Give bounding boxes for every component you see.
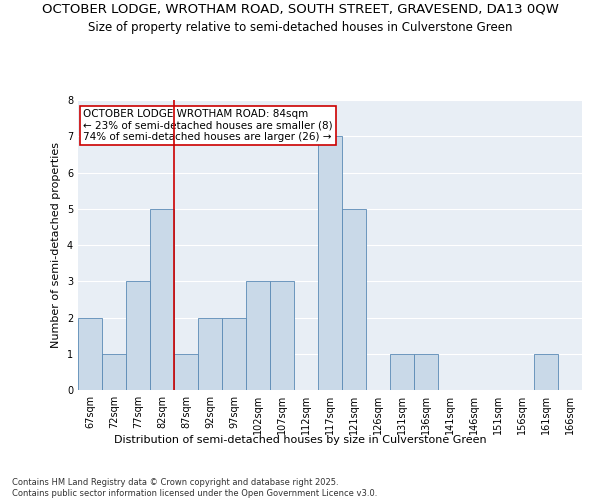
Text: Size of property relative to semi-detached houses in Culverstone Green: Size of property relative to semi-detach… xyxy=(88,21,512,34)
Bar xyxy=(150,209,174,390)
Bar xyxy=(78,318,102,390)
Bar xyxy=(102,354,126,390)
Text: OCTOBER LODGE WROTHAM ROAD: 84sqm
← 23% of semi-detached houses are smaller (8)
: OCTOBER LODGE WROTHAM ROAD: 84sqm ← 23% … xyxy=(83,108,332,142)
Text: OCTOBER LODGE, WROTHAM ROAD, SOUTH STREET, GRAVESEND, DA13 0QW: OCTOBER LODGE, WROTHAM ROAD, SOUTH STREE… xyxy=(41,2,559,16)
Bar xyxy=(414,354,438,390)
Bar xyxy=(174,354,198,390)
Bar xyxy=(126,281,150,390)
Text: Contains HM Land Registry data © Crown copyright and database right 2025.
Contai: Contains HM Land Registry data © Crown c… xyxy=(12,478,377,498)
Y-axis label: Number of semi-detached properties: Number of semi-detached properties xyxy=(52,142,61,348)
Bar xyxy=(318,136,342,390)
Bar xyxy=(222,318,246,390)
Bar xyxy=(246,281,270,390)
Text: Distribution of semi-detached houses by size in Culverstone Green: Distribution of semi-detached houses by … xyxy=(113,435,487,445)
Bar xyxy=(198,318,222,390)
Bar xyxy=(270,281,294,390)
Bar xyxy=(534,354,558,390)
Bar xyxy=(342,209,366,390)
Bar xyxy=(390,354,414,390)
